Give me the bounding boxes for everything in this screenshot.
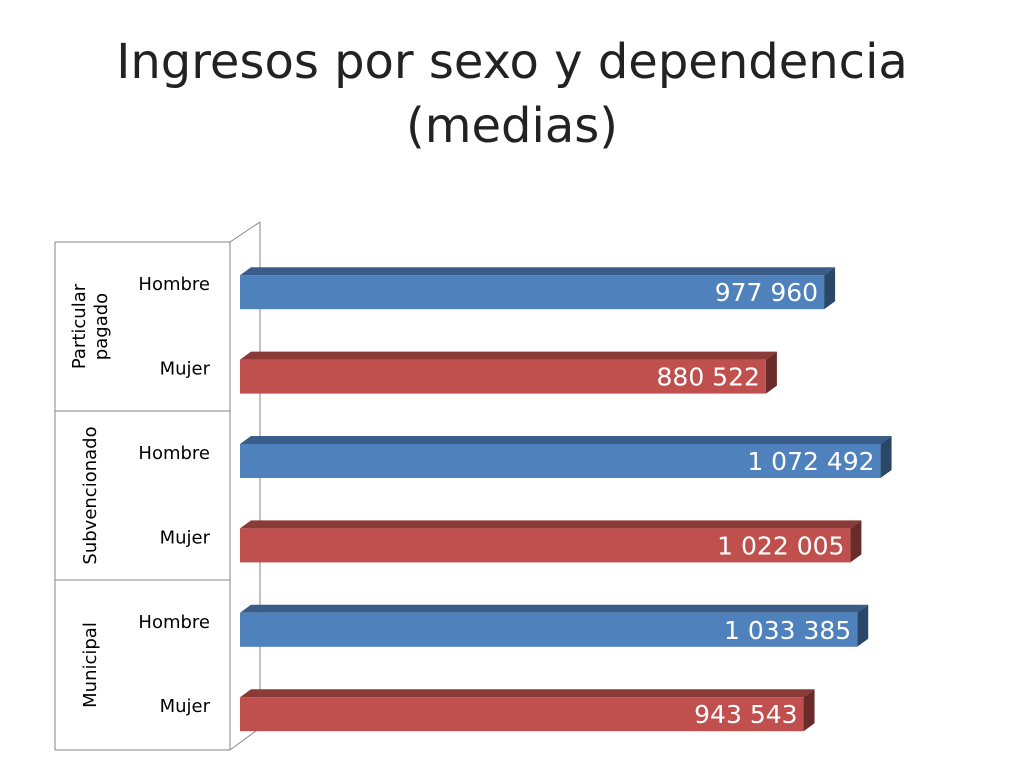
bar-top-face <box>240 604 869 613</box>
axis-wall-top-edge <box>229 221 261 243</box>
category-labels: Particularpagado Subvencionado Municipal Ho… <box>69 274 875 729</box>
group-label: Particularpagado <box>69 283 112 369</box>
bar <box>240 359 766 394</box>
bar-side-face <box>880 436 892 478</box>
axis-wall-bottom-edge <box>229 727 261 751</box>
bar-top-face <box>240 436 892 444</box>
bar <box>240 612 858 647</box>
category-label: Mujer <box>160 527 211 548</box>
category-label: Hombre <box>138 443 210 464</box>
category-label: Mujer <box>160 359 211 380</box>
bar <box>240 528 851 563</box>
data-label: 1 033 385 <box>724 616 851 645</box>
title-line-1: Ingresos por sexo y dependencia <box>116 34 908 90</box>
bar-top-face <box>240 351 777 360</box>
group-label: Municipal <box>80 622 101 708</box>
data-label: 1 072 492 <box>747 447 874 476</box>
bar-top-face <box>240 689 815 698</box>
bar-side-face <box>857 604 869 647</box>
category-label: Hombre <box>138 612 210 633</box>
bar <box>240 444 881 478</box>
data-label: 943 543 <box>694 700 797 729</box>
data-label: 880 522 <box>657 363 760 392</box>
data-label: 977 960 <box>715 278 818 307</box>
category-label: Mujer <box>160 696 211 717</box>
group-label-line: Particular <box>69 283 90 369</box>
group-label-line: pagado <box>91 293 112 360</box>
title-line-2: (medias) <box>406 98 618 154</box>
bar <box>240 275 825 310</box>
bar-side-face <box>803 689 815 732</box>
page-title: Ingresos por sexo y dependencia (medias) <box>0 30 1024 158</box>
category-axis <box>54 221 261 751</box>
bar-side-face <box>824 267 836 310</box>
bar-side-face <box>850 520 862 563</box>
bar-series <box>240 267 892 732</box>
group-label: Subvencionado <box>80 426 101 564</box>
bar-top-face <box>240 520 862 529</box>
group-label-line: Municipal <box>80 622 101 708</box>
bar-top-face <box>240 267 836 276</box>
bar-side-face <box>765 351 777 394</box>
group-label-line: Subvencionado <box>80 426 101 564</box>
data-label: 1 022 005 <box>717 531 844 560</box>
bar <box>240 697 804 732</box>
category-label: Hombre <box>138 274 210 295</box>
